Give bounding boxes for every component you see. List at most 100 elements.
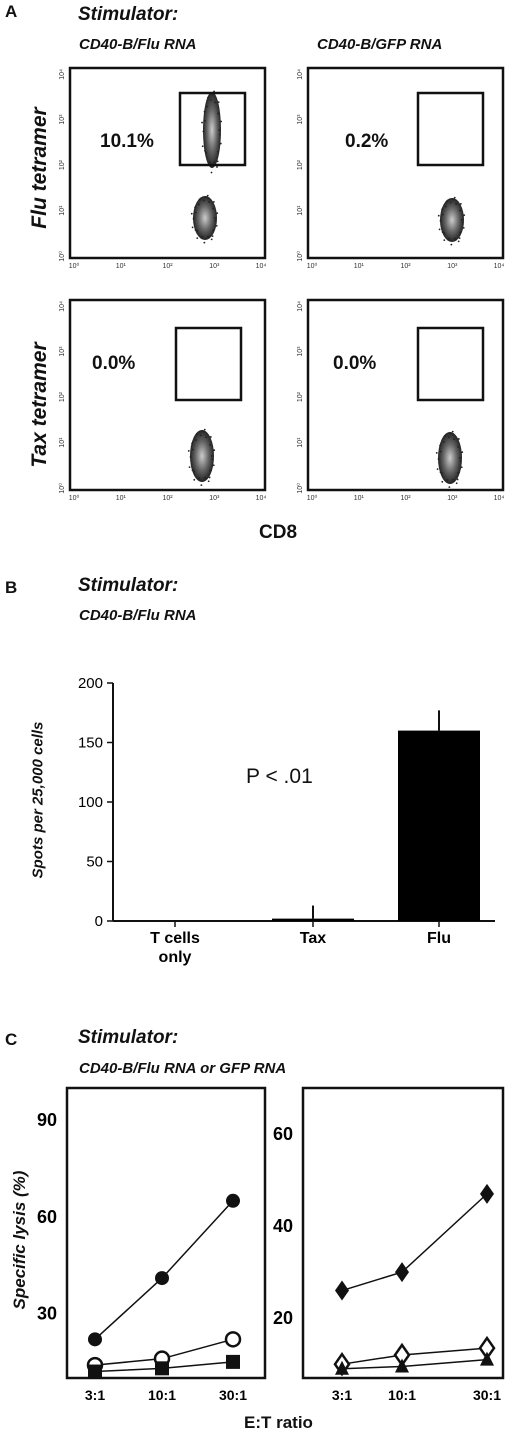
- event-dot: [451, 430, 454, 433]
- event-dot: [211, 458, 214, 460]
- bar-flu: [398, 730, 480, 921]
- gate-percent-label: 10.1%: [100, 131, 154, 152]
- y-tick-label: 10⁴: [297, 69, 304, 80]
- event-dot: [216, 166, 218, 168]
- event-dot: [188, 466, 191, 469]
- event-cloud: [193, 196, 217, 240]
- event-dot: [215, 224, 218, 227]
- x-tick-label: 10¹: [354, 263, 365, 270]
- event-dot: [459, 231, 461, 234]
- marker-square-filled: [155, 1361, 169, 1376]
- event-dot: [207, 480, 210, 483]
- y-tick-label: 60: [273, 1124, 293, 1144]
- y-tick-label: 10⁰: [58, 483, 66, 494]
- bar-tax: [272, 918, 354, 921]
- event-dot: [446, 479, 449, 481]
- x-tick-label: 10²: [162, 495, 173, 502]
- gate-rectangle: [178, 91, 247, 167]
- event-dot: [212, 464, 215, 467]
- event-dot: [209, 469, 211, 472]
- event-dot: [204, 119, 207, 122]
- event-dot: [201, 235, 204, 238]
- event-dot: [459, 202, 462, 205]
- event-dot: [209, 443, 212, 446]
- plot-frame: [306, 298, 505, 492]
- gate-rectangle: [174, 326, 243, 402]
- marker-triangle-filled: [335, 1360, 349, 1375]
- marker-circle-filled: [88, 1332, 102, 1347]
- y-tick-label: 100: [78, 794, 103, 811]
- event-cloud: [190, 430, 214, 482]
- y-tick-label: 50: [86, 854, 103, 871]
- x-tick-label: 10⁴: [494, 495, 505, 502]
- y-tick-label: 10²: [59, 159, 66, 170]
- event-dot: [213, 449, 216, 452]
- x-tick-label: 10⁴: [256, 495, 267, 502]
- event-dot: [460, 466, 463, 469]
- event-dot: [443, 239, 446, 242]
- plot-frame: [68, 298, 267, 492]
- event-dot: [457, 445, 460, 448]
- y-tick-label: 10¹: [297, 205, 304, 216]
- event-dot: [212, 229, 214, 232]
- panel-a-stimulator-label: Stimulator:: [78, 4, 179, 25]
- event-dot: [200, 484, 203, 486]
- y-tick-label: 10⁰: [296, 483, 304, 494]
- x-tick-label: 10⁰: [307, 494, 318, 502]
- marker-square-filled: [88, 1364, 102, 1379]
- event-dot: [441, 480, 444, 483]
- event-dot: [194, 206, 196, 209]
- event-dot: [462, 226, 465, 229]
- gate-percent-label: 0.0%: [92, 353, 136, 374]
- event-dot: [439, 471, 442, 474]
- y-tick-label: 10³: [59, 346, 66, 357]
- event-dot: [453, 438, 455, 441]
- marker-triangle-filled: [480, 1351, 494, 1366]
- event-dot: [212, 200, 215, 203]
- event-dot: [455, 203, 457, 205]
- marker-diamond-filled: [335, 1280, 349, 1301]
- event-dot: [194, 229, 197, 231]
- event-dot: [189, 456, 192, 458]
- panel-b-condition-label: CD40-B/Flu RNA: [79, 607, 197, 624]
- event-cloud: [203, 92, 221, 168]
- event-dot: [458, 237, 461, 240]
- panel-c-xlabel: E:T ratio: [244, 1413, 313, 1432]
- y-tick-label: 10²: [297, 159, 304, 170]
- event-dot: [448, 237, 451, 240]
- marker-triangle-filled: [395, 1358, 409, 1373]
- event-dot: [190, 212, 193, 215]
- event-dot: [437, 214, 440, 217]
- x-tick-label: 10²: [400, 263, 411, 270]
- x-tick-label: 10⁴: [256, 263, 267, 270]
- event-dot: [441, 208, 443, 211]
- y-tick-label: 10²: [297, 391, 304, 402]
- event-dot: [216, 160, 219, 163]
- event-dot: [459, 460, 462, 462]
- event-dot: [198, 477, 201, 479]
- event-dot: [203, 241, 206, 244]
- y-tick-label: 10³: [59, 114, 66, 125]
- event-dot: [445, 200, 448, 203]
- event-dot: [193, 478, 196, 481]
- event-dot: [204, 476, 207, 479]
- event-dot: [441, 472, 444, 475]
- event-dot: [436, 468, 439, 471]
- event-dot: [442, 441, 445, 443]
- event-dot: [197, 203, 200, 206]
- event-dot: [210, 455, 213, 457]
- x-tick-label: 30:1: [219, 1387, 247, 1403]
- marker-circle-open: [224, 1331, 242, 1348]
- gate-percent-label: 0.2%: [345, 131, 389, 152]
- y-tick-label: 10⁰: [296, 251, 304, 262]
- series-line-diamond-filled: [341, 1193, 488, 1292]
- event-dot: [196, 237, 199, 240]
- event-dot: [191, 469, 194, 472]
- gate-rectangle: [416, 91, 485, 167]
- event-dot: [216, 212, 219, 214]
- event-dot: [437, 458, 440, 460]
- event-dot: [217, 101, 220, 104]
- y-tick-label: 10³: [297, 346, 304, 357]
- event-dot: [205, 196, 207, 198]
